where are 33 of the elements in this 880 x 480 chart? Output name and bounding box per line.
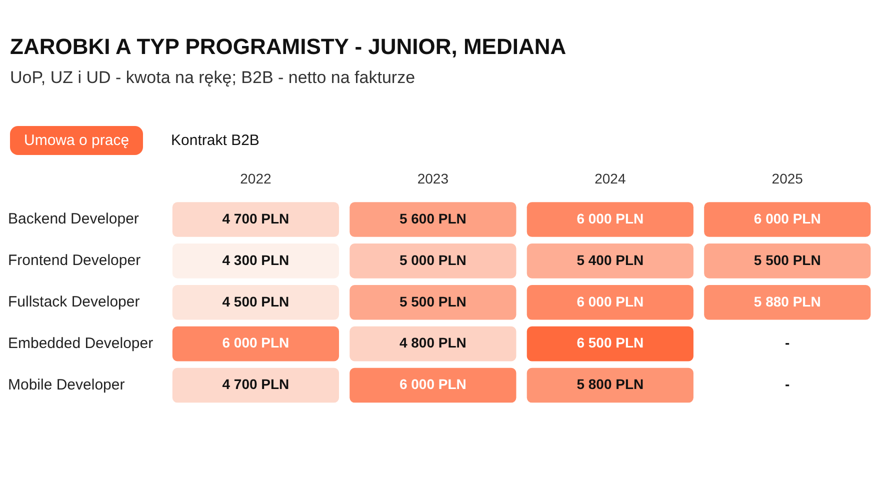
data-label: 4 700 PLN xyxy=(222,376,290,392)
data-label: 5 500 PLN xyxy=(399,293,466,310)
chart-title: ZAROBKI A TYP PROGRAMISTY - JUNIOR, MEDIANA xyxy=(10,34,566,60)
data-label: 4 500 PLN xyxy=(222,293,290,310)
y-tick-label: Fullstack Developer xyxy=(8,294,140,311)
text: Kontrakt B2B xyxy=(170,131,260,151)
data-label: 4 300 PLN xyxy=(222,252,290,268)
data-label: 4 800 PLN xyxy=(399,334,466,351)
data-label: 6 500 PLN xyxy=(576,334,644,351)
data-label: 5 800 PLN xyxy=(576,376,644,392)
x-tick-label: 2023 xyxy=(417,170,449,186)
data-label: 5 400 PLN xyxy=(576,252,644,268)
data-label: 6 000 PLN xyxy=(754,210,821,226)
y-tick-label: Backend Developer xyxy=(8,210,139,228)
data-label: 6 000 PLN xyxy=(576,293,644,310)
text: Umowa o pracę xyxy=(10,126,144,155)
y-tick-label: Frontend Developer xyxy=(8,252,141,270)
data-label: 6 000 PLN xyxy=(576,210,644,226)
x-tick-label: 2022 xyxy=(240,170,272,186)
y-tick-label: Embedded Developer xyxy=(8,334,154,352)
data-label: 6 000 PLN xyxy=(399,376,466,392)
y-tick-label: Mobile Developer xyxy=(8,376,125,394)
data-label: 4 700 PLN xyxy=(222,210,290,226)
text: - xyxy=(785,334,790,351)
data-label: 5 600 PLN xyxy=(399,210,466,226)
x-tick-label: 2024 xyxy=(594,170,626,186)
x-tick-label: 2025 xyxy=(772,170,804,186)
data-label: 5 000 PLN xyxy=(399,252,466,268)
data-label: 5 880 PLN xyxy=(754,293,821,310)
chart-subtitle: UoP, UZ i UD - kwota na rękę; B2B - netto na fakturze xyxy=(10,68,416,88)
text: - xyxy=(785,376,790,392)
data-label: 6 000 PLN xyxy=(222,334,290,351)
data-label: 5 500 PLN xyxy=(754,252,821,268)
